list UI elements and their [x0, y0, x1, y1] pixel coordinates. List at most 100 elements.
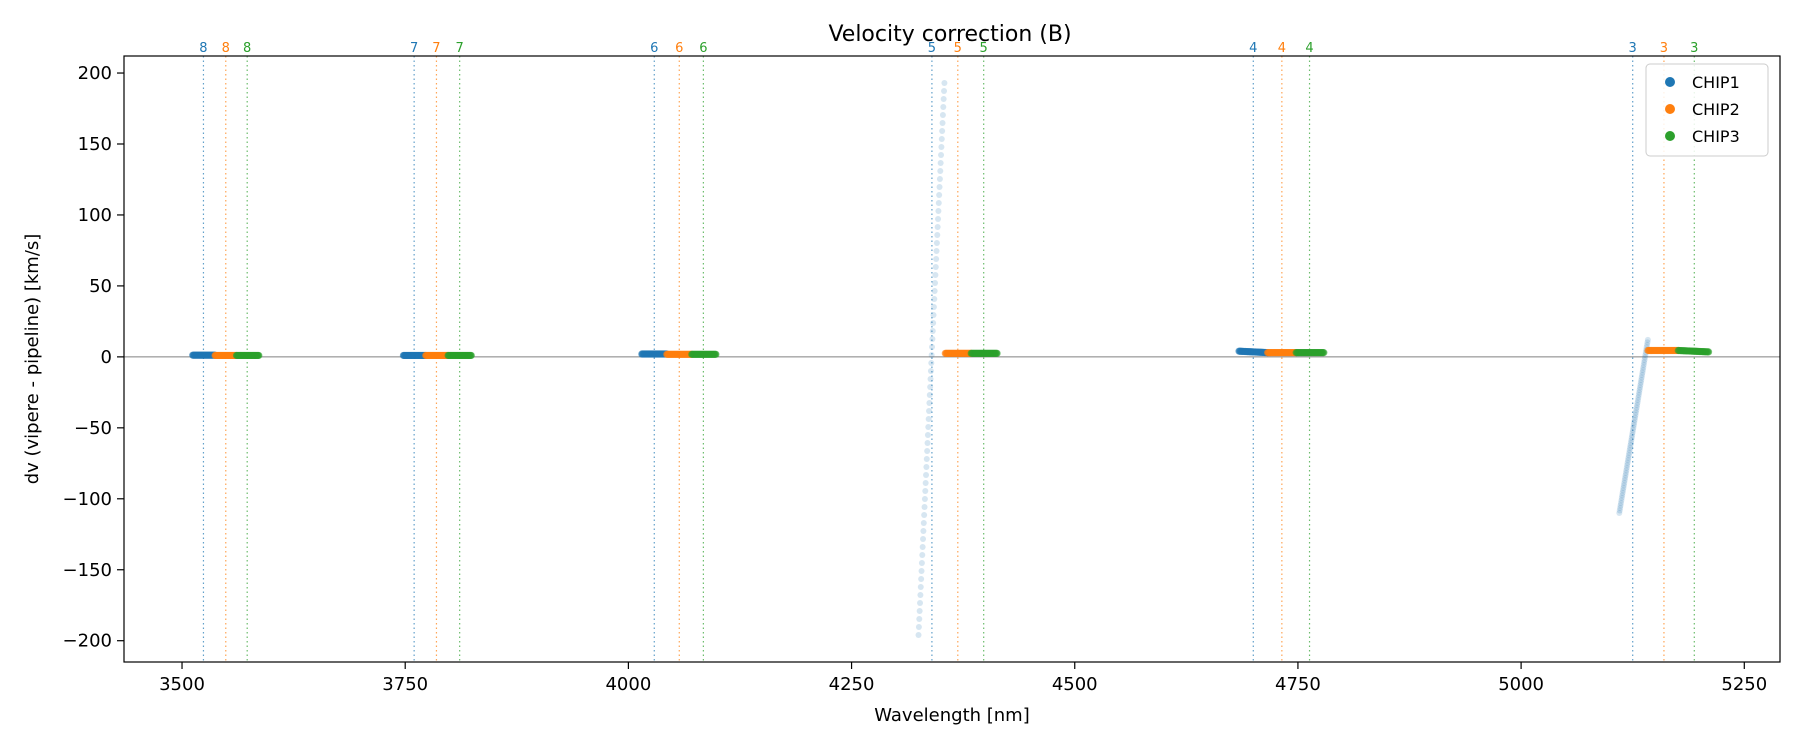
data-point: [916, 616, 923, 623]
data-point: [934, 223, 941, 230]
data-segment: [1674, 346, 1713, 356]
data-point: [928, 351, 935, 358]
data-point: [921, 512, 928, 519]
data-point: [1622, 469, 1629, 476]
data-point: [938, 151, 945, 158]
y-tick-label: 100: [78, 205, 112, 226]
order-label: 8: [222, 41, 230, 56]
data-segment: [967, 349, 1001, 357]
legend-marker: [1665, 131, 1675, 141]
legend: CHIP1 CHIP2 CHIP3: [1645, 63, 1769, 157]
y-tick-label: −200: [63, 631, 112, 652]
y-tick-label: −150: [63, 560, 112, 581]
data-point: [1627, 444, 1634, 451]
data-point: [1635, 394, 1642, 401]
x-tick-label: 3500: [159, 674, 205, 695]
data-point: [1639, 371, 1646, 378]
legend-marker: [1665, 104, 1675, 114]
data-point: [918, 568, 925, 575]
data-point: [940, 103, 947, 110]
data-point: [932, 263, 939, 270]
data-point: [930, 303, 937, 310]
data-point: [924, 448, 931, 455]
data-point: [937, 167, 944, 174]
data-point: [920, 520, 927, 527]
data-point: [933, 239, 940, 246]
data-point: [937, 159, 944, 166]
x-tick-label: 5250: [1721, 674, 1767, 695]
data-point: [1625, 452, 1632, 459]
data-point: [927, 384, 934, 391]
data-point: [924, 432, 931, 439]
data-point: [935, 207, 942, 214]
data-point: [1629, 432, 1636, 439]
order-label: 8: [243, 41, 251, 56]
order-label: 4: [1305, 41, 1313, 56]
legend-entry: CHIP1: [1692, 73, 1740, 92]
data-point: [1622, 472, 1629, 479]
data-point: [933, 255, 940, 262]
data-point: [922, 488, 929, 495]
data-point: [1621, 479, 1628, 486]
data-point: [939, 111, 946, 118]
plot-area: [124, 56, 1780, 662]
x-tick-label: 4750: [1275, 674, 1321, 695]
data-point: [1644, 336, 1651, 343]
data-point: [1620, 487, 1627, 494]
order-label: 5: [954, 41, 962, 56]
data-point: [1619, 489, 1626, 496]
data-segment: [232, 351, 263, 360]
data-point: [938, 135, 945, 142]
data-point: [1633, 407, 1640, 414]
data-point: [921, 496, 928, 503]
data-point: [924, 440, 931, 447]
data-point: [929, 343, 936, 350]
data-point: [941, 87, 948, 94]
data-point: [1616, 509, 1623, 516]
data-point: [1628, 434, 1635, 441]
data-point: [1632, 412, 1639, 419]
data-point: [1320, 349, 1328, 357]
data-point: [932, 279, 939, 286]
data-point: [934, 231, 941, 238]
data-point: [938, 143, 945, 150]
order-label: 6: [650, 41, 658, 56]
data-point: [1626, 447, 1633, 454]
data-point: [931, 295, 938, 302]
data-segment: [688, 350, 720, 358]
data-point: [1635, 392, 1642, 399]
data-point: [940, 95, 947, 102]
data-point: [1623, 467, 1630, 474]
data-point: [467, 351, 475, 360]
data-point: [1641, 354, 1648, 361]
data-point: [927, 376, 934, 383]
data-segment: [1292, 349, 1328, 357]
order-label: 7: [456, 41, 464, 56]
data-point: [926, 392, 933, 399]
data-point: [1631, 417, 1638, 424]
data-point: [1704, 348, 1713, 356]
data-point: [929, 327, 936, 334]
data-point: [1621, 477, 1628, 484]
data-point: [1641, 359, 1648, 366]
data-point: [1630, 424, 1637, 431]
data-point: [1630, 422, 1637, 429]
legend-entry: CHIP2: [1692, 100, 1740, 119]
data-point: [1644, 341, 1651, 348]
data-point: [1620, 484, 1627, 491]
data-point: [930, 319, 937, 326]
data-point: [925, 424, 932, 431]
data-point: [1623, 464, 1630, 471]
data-point: [1617, 502, 1624, 509]
data-point: [1618, 497, 1625, 504]
data-point: [928, 360, 935, 367]
data-point: [1616, 507, 1623, 514]
data-point: [936, 183, 943, 190]
order-label: 3: [1660, 41, 1668, 56]
data-point: [923, 472, 930, 479]
data-point: [1632, 414, 1639, 421]
data-point: [926, 408, 933, 415]
data-point: [921, 504, 928, 511]
data-point: [925, 416, 932, 423]
data-point: [920, 528, 927, 535]
